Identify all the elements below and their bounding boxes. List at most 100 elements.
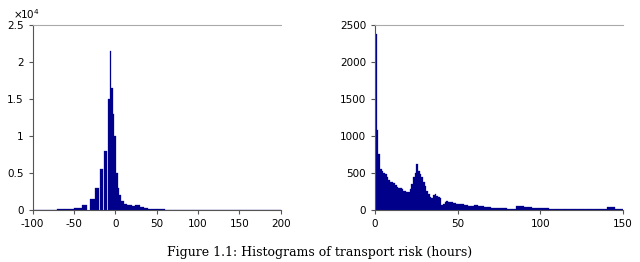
Bar bbox=[426, 191, 428, 210]
Bar bbox=[82, 205, 87, 210]
Bar bbox=[557, 209, 565, 210]
Bar bbox=[104, 151, 107, 210]
Bar bbox=[491, 208, 494, 210]
Bar bbox=[477, 206, 481, 210]
Bar bbox=[484, 207, 488, 210]
Bar bbox=[449, 202, 451, 210]
Text: Figure 1.1: Histograms of transport risk (hours): Figure 1.1: Histograms of transport risk… bbox=[168, 246, 472, 259]
Bar bbox=[468, 206, 471, 210]
Bar bbox=[115, 136, 116, 210]
Bar bbox=[383, 173, 385, 210]
Bar bbox=[435, 194, 436, 210]
Bar bbox=[474, 205, 477, 210]
Bar bbox=[408, 192, 410, 210]
Bar bbox=[420, 174, 421, 210]
Bar bbox=[111, 88, 113, 210]
Bar bbox=[458, 204, 461, 210]
Bar bbox=[400, 188, 401, 210]
Bar bbox=[423, 182, 425, 210]
Bar bbox=[421, 177, 423, 210]
Bar bbox=[497, 208, 500, 210]
Bar bbox=[548, 209, 557, 210]
Bar bbox=[440, 198, 441, 210]
Bar bbox=[375, 34, 377, 210]
Bar bbox=[100, 169, 103, 210]
Bar bbox=[573, 209, 582, 210]
Bar bbox=[90, 199, 95, 210]
Bar bbox=[438, 197, 440, 210]
Bar bbox=[109, 51, 111, 210]
Bar bbox=[410, 189, 412, 210]
Bar bbox=[74, 208, 82, 210]
Bar bbox=[95, 188, 99, 210]
Bar bbox=[131, 206, 136, 210]
Bar bbox=[598, 209, 607, 210]
Bar bbox=[452, 203, 454, 210]
Bar bbox=[113, 114, 115, 210]
Bar bbox=[398, 188, 400, 210]
Bar bbox=[418, 171, 420, 210]
Bar bbox=[413, 177, 415, 210]
Bar bbox=[385, 174, 387, 210]
Bar bbox=[471, 206, 474, 210]
Bar bbox=[392, 182, 393, 210]
Bar bbox=[124, 204, 127, 210]
Bar bbox=[445, 203, 446, 210]
Bar bbox=[387, 177, 388, 210]
Bar bbox=[140, 207, 144, 210]
Bar bbox=[417, 164, 418, 210]
Bar bbox=[451, 203, 452, 210]
Bar bbox=[607, 207, 615, 210]
Bar bbox=[66, 209, 74, 210]
Bar bbox=[378, 154, 380, 210]
Bar bbox=[524, 207, 532, 210]
Bar bbox=[456, 204, 458, 210]
Bar bbox=[397, 187, 398, 210]
Text: $\times\!10^4$: $\times\!10^4$ bbox=[13, 7, 39, 21]
Bar bbox=[143, 208, 148, 210]
Bar bbox=[121, 201, 124, 210]
Bar bbox=[494, 208, 497, 210]
Bar bbox=[120, 195, 121, 210]
Bar bbox=[516, 206, 524, 210]
Bar bbox=[436, 196, 438, 210]
Bar bbox=[395, 185, 397, 210]
Bar bbox=[443, 204, 445, 210]
Bar bbox=[401, 189, 403, 210]
Bar bbox=[390, 182, 392, 210]
Bar bbox=[405, 191, 406, 210]
Bar bbox=[433, 195, 435, 210]
Bar bbox=[403, 190, 405, 210]
Bar bbox=[590, 209, 598, 210]
Bar bbox=[415, 173, 417, 210]
Bar bbox=[582, 209, 590, 210]
Bar bbox=[381, 171, 383, 210]
Bar bbox=[465, 205, 468, 210]
Bar bbox=[565, 209, 573, 210]
Bar bbox=[532, 208, 540, 210]
Bar bbox=[446, 201, 448, 210]
Bar bbox=[116, 173, 118, 210]
Bar bbox=[448, 202, 449, 210]
Bar bbox=[135, 205, 140, 210]
Bar bbox=[461, 204, 465, 210]
Bar bbox=[429, 196, 431, 210]
Bar bbox=[127, 205, 132, 210]
Bar bbox=[380, 169, 381, 210]
Bar bbox=[388, 180, 390, 210]
Bar bbox=[393, 183, 395, 210]
Bar bbox=[500, 208, 504, 210]
Bar bbox=[540, 208, 548, 210]
Bar bbox=[454, 203, 456, 210]
Bar bbox=[425, 186, 426, 210]
Bar bbox=[428, 194, 429, 210]
Bar bbox=[157, 209, 165, 210]
Bar bbox=[58, 209, 66, 210]
Bar bbox=[504, 208, 508, 210]
Bar bbox=[412, 184, 413, 210]
Bar bbox=[615, 209, 623, 210]
Bar bbox=[406, 192, 408, 210]
Bar bbox=[108, 99, 109, 210]
Bar bbox=[508, 209, 516, 210]
Bar bbox=[377, 130, 378, 210]
